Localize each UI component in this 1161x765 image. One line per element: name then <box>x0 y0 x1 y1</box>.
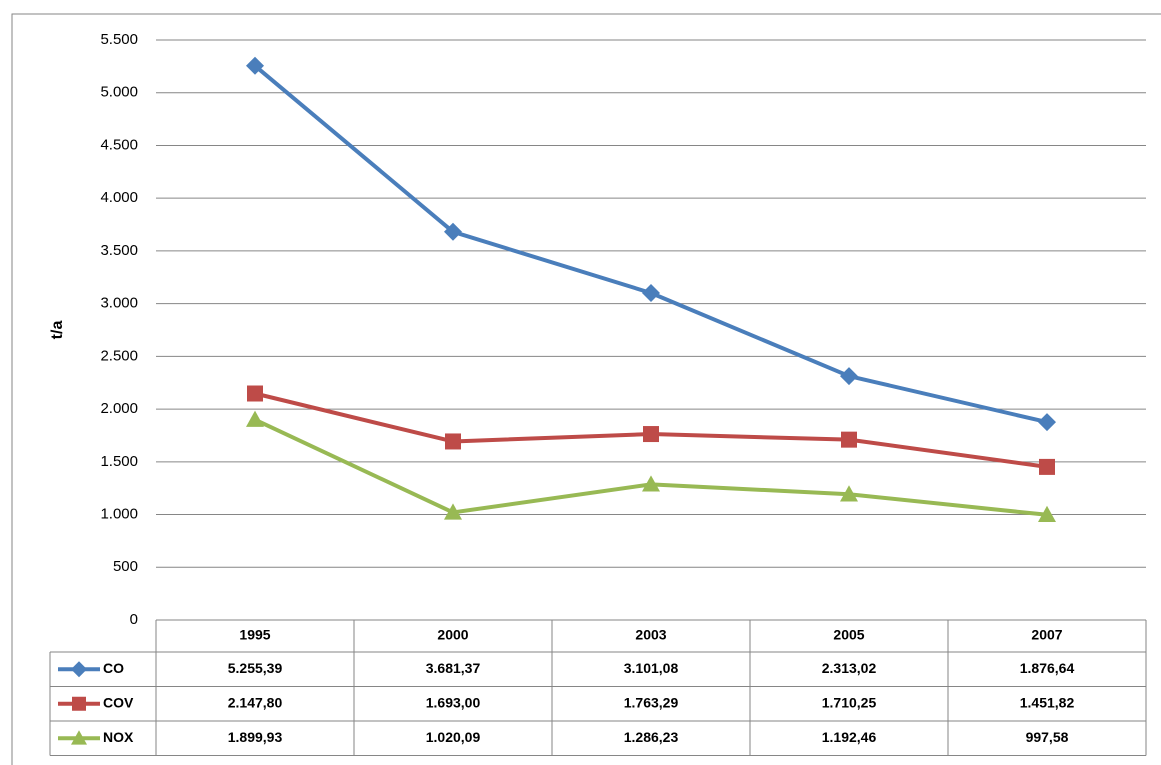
marker <box>1038 505 1056 523</box>
legend-label: NOX <box>103 729 134 745</box>
legend-marker <box>72 696 86 711</box>
y-tick-label: 3.500 <box>100 242 138 259</box>
y-tick-label: 1.000 <box>100 506 138 523</box>
data-label: 1.763,29 <box>624 694 679 710</box>
x-tick-label: 2000 <box>437 627 468 643</box>
data-label: 1.693,00 <box>426 694 481 710</box>
y-tick-label: 5.500 <box>100 31 138 48</box>
data-label: 1.710,25 <box>822 694 877 710</box>
x-tick-label: 1995 <box>239 627 270 643</box>
marker <box>840 485 858 502</box>
data-label: 2.313,02 <box>822 660 877 676</box>
marker <box>841 431 857 448</box>
marker <box>642 283 660 302</box>
data-label: 1.899,93 <box>228 729 283 745</box>
y-tick-label: 2.000 <box>100 400 138 417</box>
marker <box>444 503 462 520</box>
data-label: 3.681,37 <box>426 660 481 676</box>
marker <box>246 56 264 75</box>
marker <box>445 433 461 450</box>
y-axis-label: t/a <box>49 321 66 340</box>
marker <box>1039 458 1055 475</box>
data-label: 997,58 <box>1026 729 1069 745</box>
y-tick-label: 0 <box>130 611 138 628</box>
y-tick-label: 4.500 <box>100 136 138 153</box>
data-label: 1.020,09 <box>426 729 481 745</box>
data-label: 3.101,08 <box>624 660 679 676</box>
data-label: 1.286,23 <box>624 729 679 745</box>
x-tick-label: 2007 <box>1031 627 1062 643</box>
marker <box>247 385 263 402</box>
data-label: 1.451,82 <box>1020 694 1075 710</box>
y-tick-label: 500 <box>113 558 138 575</box>
chart-border <box>11 13 1161 765</box>
legend-label: CO <box>103 660 124 676</box>
marker <box>840 367 858 386</box>
y-tick-label: 3.000 <box>100 295 138 312</box>
y-tick-label: 5.000 <box>100 84 138 101</box>
marker <box>444 222 462 241</box>
data-label: 1.192,46 <box>822 729 877 745</box>
legend-marker <box>71 661 87 678</box>
y-tick-label: 2.500 <box>100 347 138 364</box>
x-tick-label: 2005 <box>833 627 864 643</box>
y-tick-label: 1.500 <box>100 453 138 470</box>
y-tick-label: 4.000 <box>100 189 138 206</box>
data-label: 1.876,64 <box>1020 660 1075 676</box>
marker <box>1038 413 1056 432</box>
marker <box>642 475 660 492</box>
data-label: 5.255,39 <box>228 660 283 676</box>
marker <box>246 410 264 427</box>
marker <box>643 426 659 443</box>
x-tick-label: 2003 <box>635 627 666 643</box>
data-label: 2.147,80 <box>228 694 283 710</box>
legend-label: COV <box>103 694 134 710</box>
legend-marker <box>71 730 87 745</box>
